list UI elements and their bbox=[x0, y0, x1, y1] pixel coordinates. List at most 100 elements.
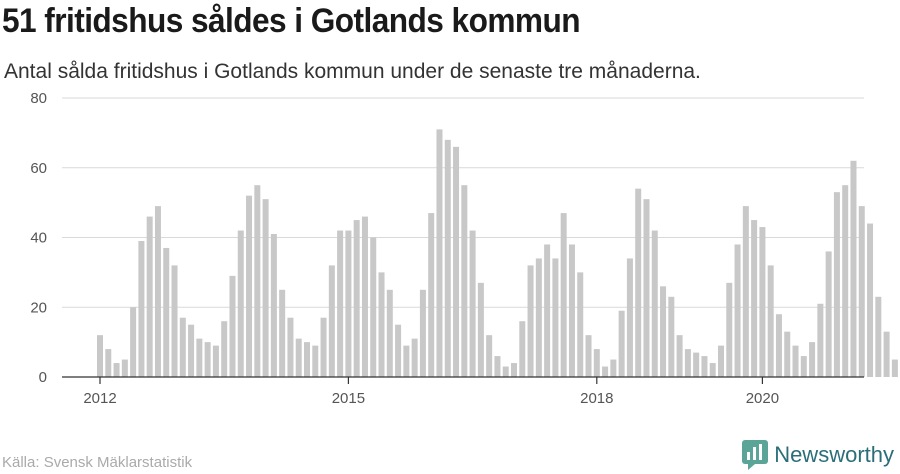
bar bbox=[212, 345, 219, 377]
x-tick-label: 2018 bbox=[580, 390, 613, 407]
bar bbox=[262, 199, 269, 377]
bar bbox=[386, 289, 393, 377]
x-tick-label: 2012 bbox=[83, 390, 116, 407]
bar bbox=[453, 146, 460, 377]
bar bbox=[593, 349, 600, 377]
bar bbox=[891, 359, 898, 377]
bar bbox=[254, 185, 261, 377]
bar bbox=[486, 335, 493, 377]
bar bbox=[469, 230, 476, 377]
bar bbox=[577, 272, 584, 378]
bar bbox=[544, 244, 551, 377]
bar bbox=[825, 251, 832, 377]
bar bbox=[709, 363, 716, 377]
bar bbox=[626, 258, 633, 377]
bar bbox=[502, 366, 509, 377]
bar bbox=[726, 282, 733, 377]
bar bbox=[643, 199, 650, 377]
bar bbox=[610, 359, 617, 377]
bar bbox=[279, 289, 286, 377]
newsworthy-logo-icon bbox=[742, 440, 769, 470]
brand-name: Newsworthy bbox=[774, 442, 894, 467]
bar bbox=[246, 195, 253, 377]
bar bbox=[883, 331, 890, 377]
bar bbox=[734, 244, 741, 377]
bar bbox=[809, 342, 816, 378]
bar bbox=[138, 240, 145, 377]
bar bbox=[378, 272, 385, 378]
bar bbox=[742, 206, 749, 377]
bar bbox=[328, 265, 335, 377]
bar bbox=[635, 188, 642, 377]
bar bbox=[105, 349, 112, 377]
bar bbox=[602, 366, 609, 377]
bar bbox=[444, 139, 451, 377]
bar bbox=[784, 331, 791, 377]
bar bbox=[817, 303, 824, 377]
bar bbox=[718, 345, 724, 377]
bar bbox=[154, 206, 161, 377]
bar bbox=[146, 216, 153, 377]
y-tick-label: 40 bbox=[30, 230, 47, 247]
bar bbox=[618, 310, 625, 377]
bar bbox=[511, 363, 517, 377]
bar bbox=[560, 213, 567, 377]
bar-chart: 020406080512012201520182020 bbox=[30, 90, 898, 407]
bar bbox=[842, 185, 849, 377]
bar bbox=[403, 345, 410, 377]
axis-layer: 020406080512012201520182020 bbox=[30, 90, 864, 407]
bar bbox=[320, 317, 327, 377]
bar bbox=[229, 275, 236, 377]
source-note: Källa: Svensk Mäklarstatistik bbox=[2, 454, 193, 471]
bar bbox=[295, 338, 302, 377]
bar bbox=[312, 345, 319, 377]
newsworthy-logo[interactable]: Newsworthy bbox=[742, 440, 894, 470]
bar bbox=[353, 220, 360, 377]
bar bbox=[676, 335, 683, 377]
y-tick-label: 20 bbox=[30, 299, 47, 316]
x-tick-label: 2020 bbox=[746, 390, 779, 407]
bar bbox=[113, 363, 120, 377]
bar bbox=[527, 265, 534, 377]
chart-subtitle: Antal sålda fritidshus i Gotlands kommun… bbox=[4, 60, 701, 83]
bar bbox=[337, 230, 344, 377]
bar bbox=[419, 289, 426, 377]
bar bbox=[188, 324, 195, 377]
bar bbox=[775, 314, 782, 377]
bar bbox=[171, 265, 178, 377]
bar bbox=[461, 185, 468, 377]
bar bbox=[693, 352, 700, 377]
bar bbox=[121, 359, 128, 377]
chart-title: 51 fritidshus såldes i Gotlands kommun bbox=[2, 2, 581, 40]
bar bbox=[867, 223, 874, 377]
bar bbox=[237, 230, 244, 377]
y-tick-label: 0 bbox=[39, 369, 47, 386]
y-tick-label: 80 bbox=[30, 90, 47, 107]
bar bbox=[270, 234, 277, 377]
bar bbox=[163, 247, 170, 377]
y-tick-label: 60 bbox=[30, 160, 47, 177]
bar bbox=[370, 237, 377, 377]
bar bbox=[477, 282, 484, 377]
bar bbox=[535, 258, 542, 377]
bar bbox=[221, 321, 228, 377]
bar bbox=[287, 317, 294, 377]
bar bbox=[668, 296, 675, 377]
bar bbox=[850, 160, 857, 377]
bar-layer bbox=[97, 129, 898, 378]
bar bbox=[651, 230, 658, 377]
bar bbox=[361, 216, 368, 377]
bar bbox=[751, 220, 758, 377]
bar bbox=[568, 244, 575, 377]
bar bbox=[792, 345, 799, 377]
bar bbox=[436, 129, 443, 377]
bar bbox=[345, 230, 352, 377]
bar bbox=[552, 258, 559, 377]
bar bbox=[304, 342, 310, 378]
bar bbox=[833, 192, 840, 377]
bar bbox=[411, 338, 418, 377]
bar bbox=[97, 335, 103, 377]
bar bbox=[519, 321, 526, 377]
bar bbox=[684, 349, 691, 377]
bar bbox=[196, 338, 203, 377]
